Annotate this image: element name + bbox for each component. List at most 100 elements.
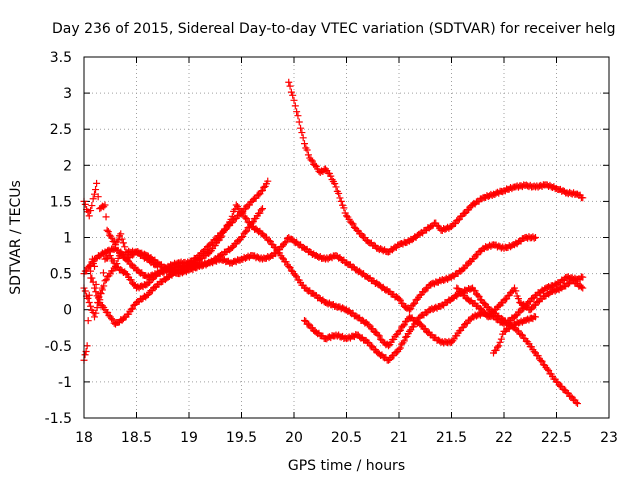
data-point-sample bbox=[286, 82, 294, 90]
data-point-sample bbox=[543, 365, 551, 373]
data-point-sample bbox=[81, 287, 89, 295]
data-point-sample bbox=[577, 283, 585, 291]
data-point bbox=[85, 298, 93, 306]
data-point-sample bbox=[294, 112, 302, 120]
data-point-sample bbox=[367, 342, 375, 350]
x-tick-label: 20 bbox=[285, 430, 303, 446]
data-point-sample bbox=[286, 263, 294, 271]
data-point-sample bbox=[265, 237, 273, 245]
data-point-sample bbox=[496, 338, 504, 346]
data-point-sample bbox=[85, 262, 93, 270]
y-tick-label: -1 bbox=[58, 375, 72, 391]
data-point-sample bbox=[87, 302, 95, 310]
x-tick-label: 21 bbox=[390, 430, 408, 446]
data-point-sample bbox=[307, 156, 315, 164]
data-point bbox=[395, 345, 403, 353]
data-point-sample bbox=[260, 183, 268, 191]
data-point-sample bbox=[239, 233, 247, 241]
data-point-sample bbox=[228, 243, 236, 251]
data-point-sample bbox=[88, 202, 96, 210]
y-axis-label: SDTVAR / TECUs bbox=[8, 180, 24, 295]
data-point bbox=[154, 262, 161, 270]
data-point-sample bbox=[108, 234, 116, 242]
data-point-sample bbox=[130, 280, 138, 288]
data-point-sample bbox=[243, 215, 251, 223]
x-tick-label: 19 bbox=[180, 430, 198, 446]
data-point-sample bbox=[129, 305, 137, 313]
data-point-sample bbox=[243, 227, 251, 235]
data-point-sample bbox=[293, 108, 301, 116]
x-tick-label: 22.5 bbox=[541, 430, 572, 446]
data-point-sample bbox=[241, 228, 249, 236]
data-point-sample bbox=[255, 191, 263, 199]
data-point-sample bbox=[87, 207, 95, 215]
y-tick-label: -0.5 bbox=[45, 339, 72, 355]
data-point-sample bbox=[98, 286, 106, 294]
data-point-sample bbox=[480, 299, 488, 307]
x-tick-label: 22 bbox=[495, 430, 513, 446]
x-tick-label: 19.5 bbox=[226, 430, 257, 446]
data-point-sample bbox=[488, 309, 496, 317]
data-point-sample bbox=[127, 260, 135, 268]
data-point-sample bbox=[538, 357, 546, 365]
data-point-sample bbox=[474, 291, 482, 299]
data-point bbox=[574, 400, 581, 408]
y-tick-label: 0.5 bbox=[50, 267, 72, 283]
x-tick-label: 20.5 bbox=[331, 430, 362, 446]
data-point-sample bbox=[109, 316, 117, 324]
data-point bbox=[311, 161, 319, 169]
data-point-sample bbox=[304, 151, 312, 159]
data-point-sample bbox=[508, 288, 516, 296]
data-point-sample bbox=[336, 194, 344, 202]
data-point bbox=[353, 226, 361, 234]
data-point bbox=[406, 306, 413, 314]
y-tick-label: 0 bbox=[63, 303, 72, 319]
data-point bbox=[259, 187, 266, 195]
data-point bbox=[238, 234, 245, 241]
data-point-sample bbox=[390, 335, 398, 343]
data-point-sample bbox=[94, 299, 102, 307]
data-point bbox=[495, 342, 503, 350]
data-point-sample bbox=[97, 290, 105, 298]
x-tick-label: 23 bbox=[600, 430, 618, 446]
data-point-sample bbox=[417, 321, 425, 329]
data-point-sample bbox=[572, 398, 580, 406]
data-point-sample bbox=[81, 351, 89, 359]
data-point-sample bbox=[308, 157, 316, 165]
data-point bbox=[395, 295, 403, 303]
data-point-sample bbox=[118, 235, 126, 243]
data-point bbox=[83, 342, 91, 350]
y-tick-label: 1 bbox=[63, 231, 72, 247]
data-point bbox=[563, 389, 571, 397]
data-point bbox=[91, 284, 98, 292]
data-point-sample bbox=[303, 146, 311, 154]
data-point-sample bbox=[396, 344, 404, 352]
data-point bbox=[337, 197, 345, 205]
data-point-sample bbox=[93, 304, 101, 312]
data-point-sample bbox=[278, 254, 286, 262]
data-point bbox=[579, 273, 587, 281]
data-point bbox=[91, 190, 98, 198]
data-point bbox=[416, 291, 424, 299]
data-point-sample bbox=[104, 228, 112, 236]
data-point bbox=[395, 327, 403, 335]
data-point bbox=[93, 179, 101, 187]
data-point-sample bbox=[304, 320, 312, 328]
data-point-sample bbox=[84, 317, 92, 325]
data-point bbox=[285, 78, 293, 86]
data-point-sample bbox=[241, 214, 249, 222]
data-point-sample bbox=[530, 234, 538, 242]
data-points bbox=[80, 78, 587, 408]
data-point-sample bbox=[291, 271, 299, 279]
data-point bbox=[301, 317, 308, 325]
data-point-sample bbox=[89, 195, 97, 203]
data-point-sample bbox=[534, 352, 542, 360]
data-point-sample bbox=[349, 220, 357, 228]
data-point-sample bbox=[92, 309, 100, 317]
data-point-sample bbox=[94, 193, 102, 201]
data-point-sample bbox=[411, 299, 419, 307]
data-point bbox=[101, 201, 109, 209]
data-point-sample bbox=[512, 312, 520, 320]
data-point-sample bbox=[282, 258, 290, 266]
data-point-sample bbox=[400, 337, 408, 345]
